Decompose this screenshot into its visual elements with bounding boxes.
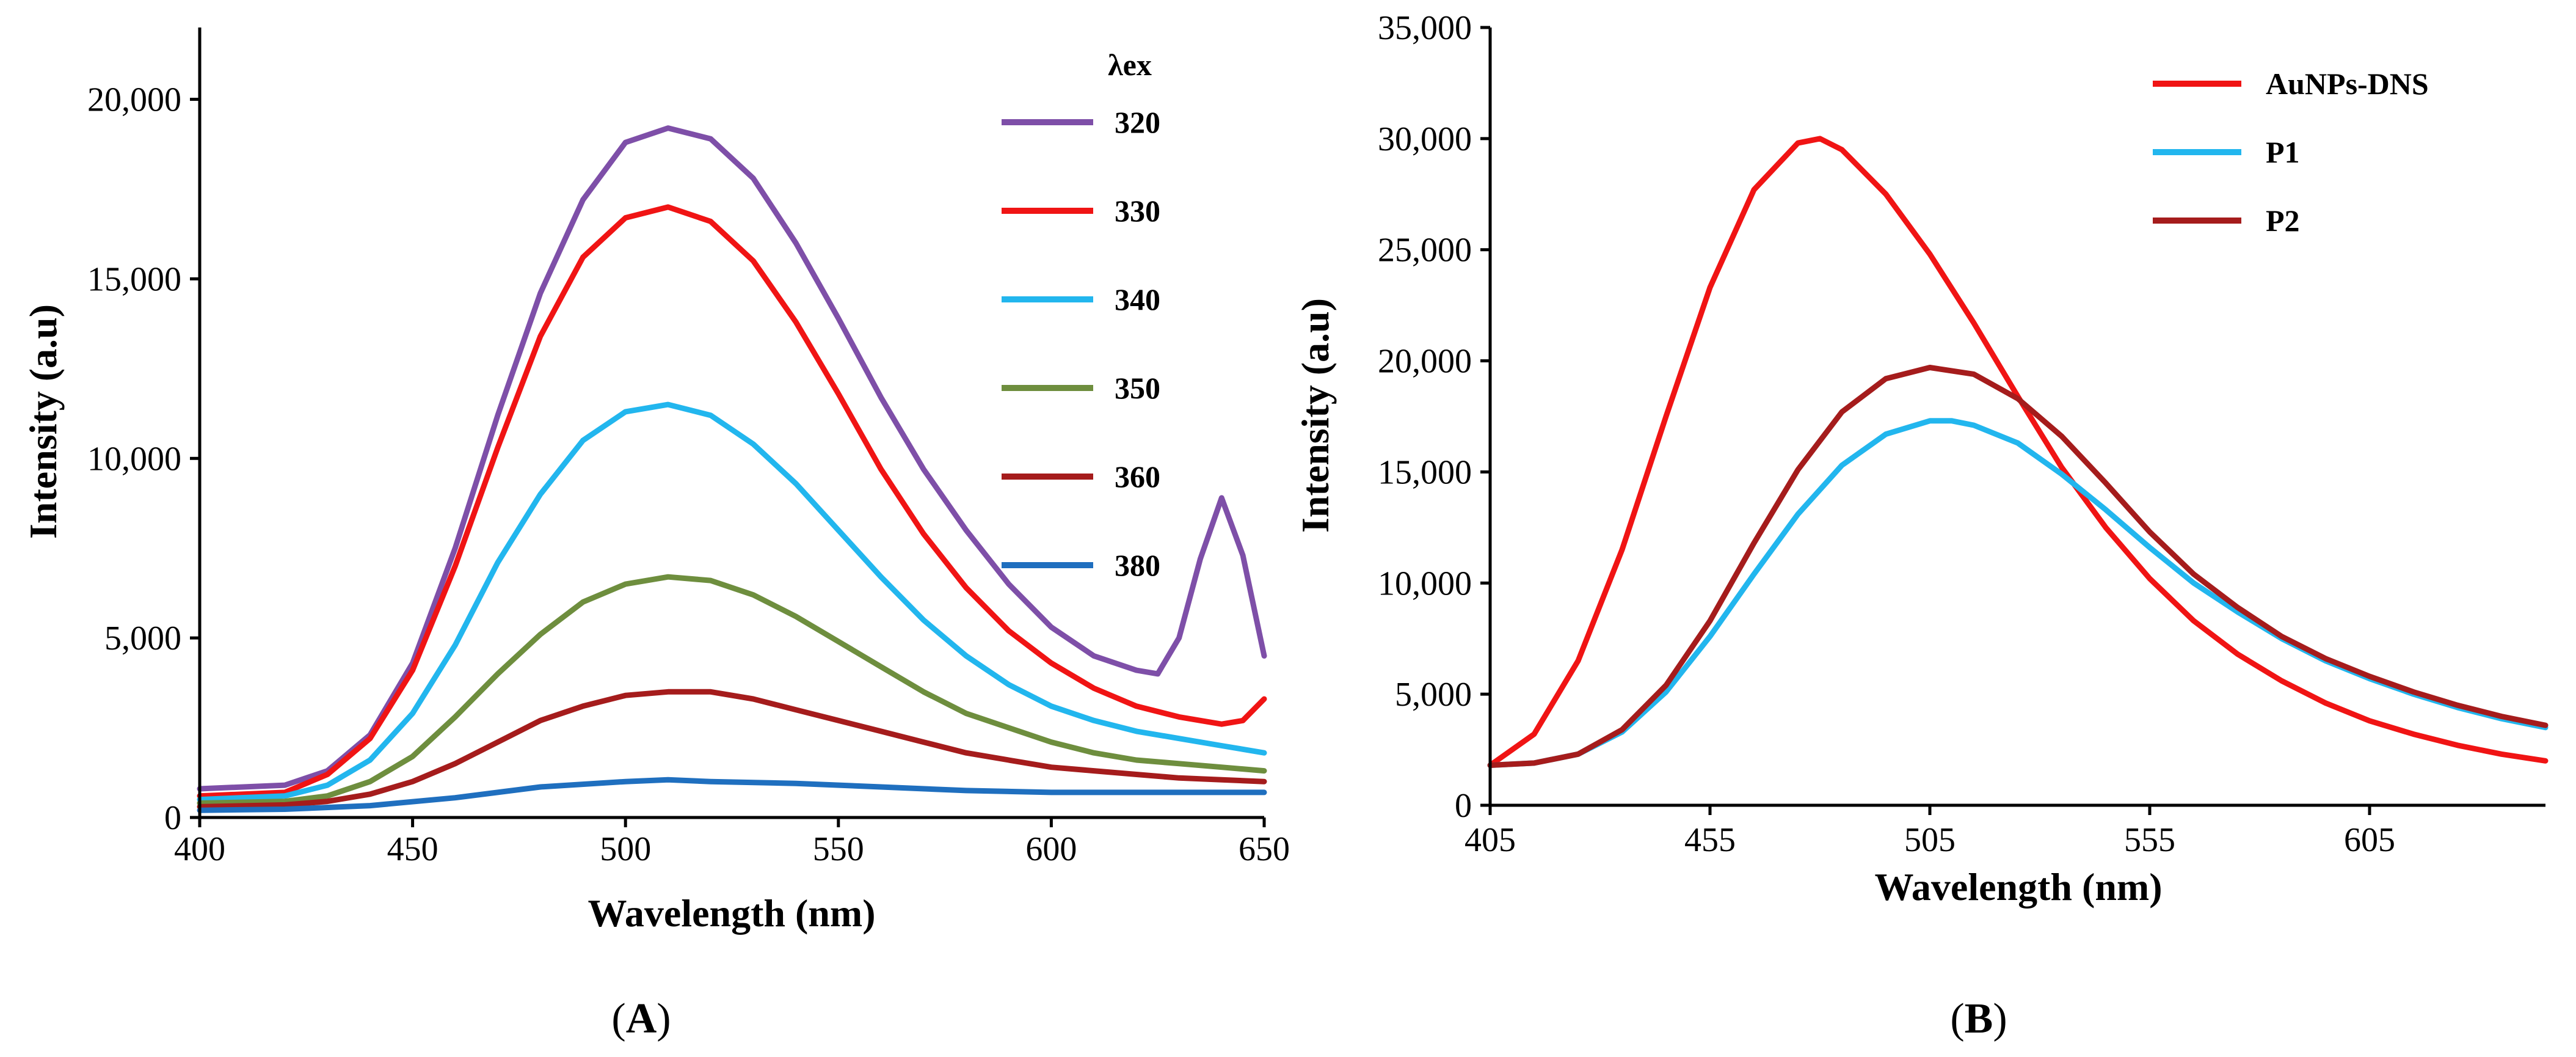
legend-label: 340 [1115, 282, 1160, 316]
series-line-330 [197, 204, 1267, 799]
x-axis-title: Wavelength (nm) [588, 891, 875, 935]
legend-label: 360 [1115, 459, 1160, 494]
legend-label: 320 [1115, 105, 1160, 139]
y-tick-label: 10,000 [87, 440, 181, 478]
x-tick-label: 400 [174, 830, 225, 868]
y-tick-label: 15,000 [1378, 453, 1472, 491]
series-line-380 [197, 777, 1267, 813]
y-tick-label: 0 [164, 799, 181, 837]
legend-item: AuNPs-DNS [2153, 67, 2429, 101]
series-line-360 [197, 689, 1267, 810]
legend-label: 350 [1115, 371, 1160, 405]
legend-item: 340 [1002, 282, 1160, 316]
legend-label: P1 [2266, 135, 2300, 169]
x-tick-label: 555 [2124, 821, 2175, 859]
panel-label-a: (A) [611, 995, 671, 1042]
series-line-p2 [1487, 365, 2549, 768]
y-tick-label: 25,000 [1378, 232, 1472, 269]
legend-item: P2 [2153, 203, 2300, 238]
legend-title: λex [1108, 48, 1152, 82]
y-tick-label: 30,000 [1378, 120, 1472, 158]
legend-label: P2 [2266, 203, 2300, 238]
panel-label-b: (B) [1950, 995, 2007, 1042]
x-tick-label: 455 [1684, 821, 1736, 859]
x-tick-label: 500 [600, 830, 651, 868]
chart-panel-b: 405 455 505 555 605 0 5,000 10,000 15,000 20,000 2… [1293, 9, 2549, 1042]
x-tick-label: 650 [1239, 830, 1290, 868]
legend-label: 330 [1115, 194, 1160, 228]
series-line-320 [197, 125, 1267, 792]
x-tick-label: 605 [2344, 821, 2395, 859]
y-tick-label: 20,000 [1378, 343, 1472, 381]
legend-item: 350 [1002, 371, 1160, 405]
x-tick-label: 505 [1904, 821, 1956, 859]
y-tick-label: 15,000 [87, 260, 181, 298]
x-tick-label: 600 [1025, 830, 1077, 868]
x-tick-label: 405 [1464, 821, 1516, 859]
x-tick-label: 550 [813, 830, 864, 868]
y-tick-label: 10,000 [1378, 565, 1472, 602]
y-tick-label: 20,000 [87, 81, 181, 119]
chart-panel-a: 400 450 500 550 600 650 0 5,000 10,000 15,000 20,0… [21, 27, 1290, 1042]
panel-label-b-letter: B [1965, 995, 1993, 1042]
panel-label-a-letter: A [626, 995, 657, 1042]
legend-item: P1 [2153, 135, 2300, 169]
y-tick-label: 35,000 [1378, 9, 1472, 47]
legend-label: 380 [1115, 548, 1160, 582]
y-axis-title: Intensity (a.u) [1293, 298, 1337, 533]
legend-item: 330 [1002, 194, 1160, 228]
series-line-aunps-dns [1487, 136, 2549, 768]
y-tick-label: 5,000 [1395, 676, 1472, 714]
series-line-350 [197, 574, 1267, 806]
x-tick-label: 450 [387, 830, 438, 868]
y-tick-label: 0 [1455, 787, 1472, 825]
y-tick-label: 5,000 [104, 620, 181, 657]
x-axis-title: Wavelength (nm) [1874, 865, 2162, 909]
legend-item: 380 [1002, 548, 1160, 582]
series-line-340 [197, 401, 1267, 803]
legend-label: AuNPs-DNS [2266, 67, 2429, 101]
legend-item: 360 [1002, 459, 1160, 494]
y-axis-title: Intensity (a.u) [21, 304, 65, 539]
legend-item: 320 [1002, 105, 1160, 139]
